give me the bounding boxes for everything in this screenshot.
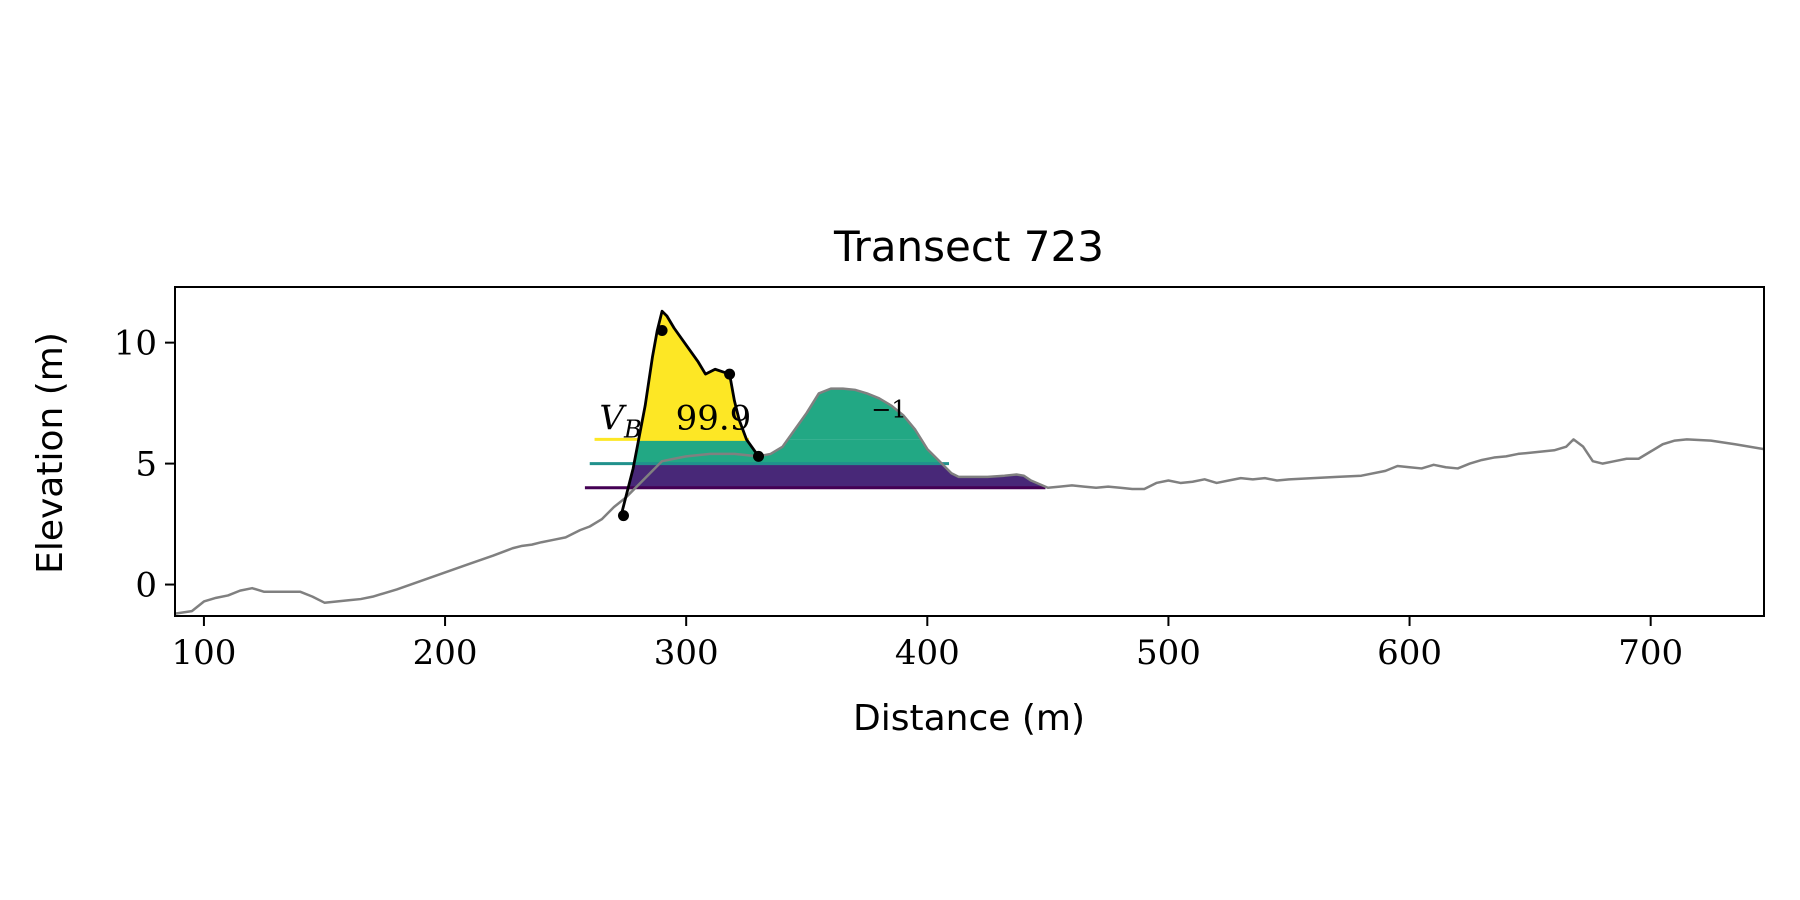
x-axis-label: Distance (m): [853, 698, 1085, 739]
annotation-text: VB 99.9 −1: [599, 396, 906, 444]
x-tick-label-600: 600: [1377, 633, 1442, 673]
plot-frame: [174, 286, 1765, 617]
y-tick-label-10: 10: [114, 324, 157, 364]
annotation-exponent: −1: [871, 396, 906, 424]
dune-point-3: [724, 368, 736, 380]
dune-point-2: [656, 325, 668, 337]
x-tick-label-200: 200: [413, 633, 478, 673]
y-axis: 0 5 10: [114, 324, 175, 606]
dune-cap-fill: [788, 388, 921, 440]
annotation-variable: V: [599, 399, 627, 439]
x-tick-label-400: 400: [895, 633, 960, 673]
chart-title: Transect 723: [833, 222, 1104, 271]
fill-layer: [625, 311, 1046, 498]
profile-line: [175, 387, 1764, 615]
band-low-fill: [628, 463, 1046, 488]
annotation: VB 99.9 −1: [599, 396, 906, 444]
marker-layer: [617, 325, 765, 522]
x-axis: 100 200 300 400 500 600 700: [171, 616, 1683, 673]
annotation-value: 99.9: [676, 399, 752, 439]
x-tick-label-700: 700: [1618, 633, 1683, 673]
dune-outline: [619, 309, 760, 516]
band-high-fill: [639, 311, 746, 440]
line-layer: [175, 309, 1764, 615]
band-mid-fill: [634, 439, 941, 464]
annotation-subscript: B: [623, 416, 642, 444]
dune-point-1: [617, 510, 629, 522]
dune-point-4: [753, 450, 765, 462]
x-tick-label-100: 100: [171, 633, 236, 673]
y-axis-label: Elevation (m): [30, 332, 71, 574]
x-tick-label-500: 500: [1136, 633, 1201, 673]
x-tick-label-300: 300: [654, 633, 719, 673]
y-tick-label-5: 5: [135, 445, 157, 485]
y-tick-label-0: 0: [135, 566, 157, 606]
